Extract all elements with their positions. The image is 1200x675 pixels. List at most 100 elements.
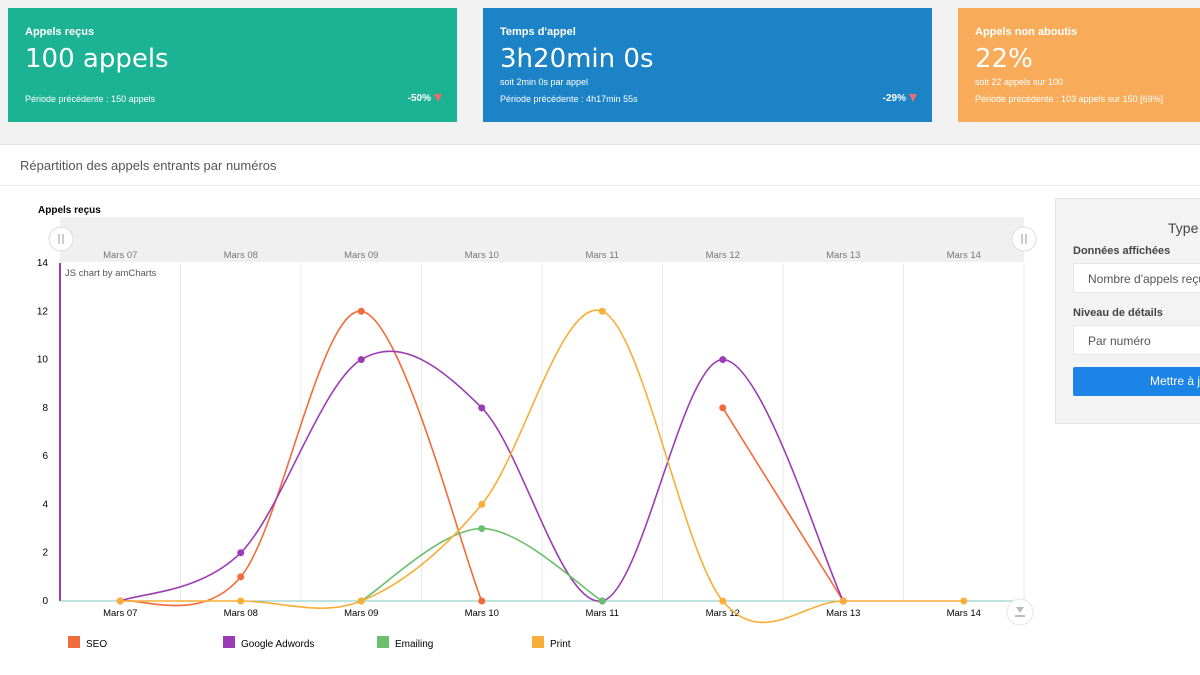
x-tick-label: Mars 09	[344, 608, 378, 619]
update-button[interactable]: Mettre à jour	[1073, 367, 1200, 396]
x-tick-label: Mars 08	[224, 608, 258, 619]
kpi-value: 22%	[975, 44, 1033, 74]
kpi-value: 3h20min 0s	[500, 44, 654, 74]
legend-swatch	[68, 636, 80, 648]
y-tick-label: 10	[37, 355, 49, 366]
scroll-handle-icon	[1021, 234, 1027, 244]
x-tick-label: Mars 10	[465, 608, 499, 619]
legend-item[interactable]: Print	[532, 636, 571, 650]
series-seo	[116, 307, 847, 607]
legend-item[interactable]: Emailing	[377, 636, 433, 650]
data-point[interactable]	[960, 597, 968, 605]
data-point[interactable]	[478, 525, 486, 533]
data-point[interactable]	[478, 500, 486, 508]
y-axis: 0 2 4 6 8 10 12 14	[37, 258, 49, 607]
y-tick-label: 8	[42, 403, 48, 414]
chart-series	[60, 307, 1024, 624]
legend-swatch	[223, 636, 235, 648]
data-point[interactable]	[116, 597, 124, 605]
data-point[interactable]	[237, 549, 245, 557]
data-point[interactable]	[719, 404, 727, 412]
scrollbar-category-label: Mars 13	[826, 250, 860, 261]
legend-label: Print	[550, 639, 571, 650]
scrollbar-category-label: Mars 07	[103, 250, 137, 261]
x-tick-label: Mars 13	[826, 608, 860, 619]
data-point[interactable]	[357, 356, 365, 364]
kpi-trend-value: -50%	[407, 93, 431, 104]
scroll-handle-right[interactable]	[1011, 226, 1037, 252]
series-print	[116, 307, 968, 624]
data-point[interactable]	[478, 404, 486, 412]
kpi-title: Appels reçus	[25, 26, 95, 38]
legend-item[interactable]: SEO	[68, 636, 107, 650]
kpi-previous: Période précédente : 103 appels sur 150 …	[975, 94, 1164, 104]
series-line	[120, 310, 483, 607]
scrollbar-category-label: Mars 10	[465, 250, 499, 261]
scrollbar-category-labels: Mars 07 Mars 08 Mars 09 Mars 10 Mars 11 Mars …	[103, 250, 981, 261]
x-tick-label: Mars 07	[103, 608, 137, 619]
series-emailing	[357, 525, 606, 605]
y-tick-label: 14	[37, 258, 49, 269]
x-tick-label: Mars 14	[947, 608, 981, 619]
data-select[interactable]: Nombre d'appels reçus	[1073, 263, 1200, 293]
trend-down-icon	[909, 94, 917, 102]
y-tick-label: 0	[42, 596, 48, 607]
chart-credit: JS chart by amCharts	[65, 268, 157, 279]
data-point[interactable]	[719, 356, 727, 364]
trend-down-icon	[434, 94, 442, 102]
series-line	[120, 309, 964, 624]
scroll-handle-left[interactable]	[48, 226, 74, 252]
kpi-trend: -29%	[883, 93, 917, 104]
kpi-sub: soit 22 appels sur 100	[975, 77, 1064, 87]
data-point[interactable]	[598, 597, 606, 605]
kpi-previous: Période précédente : 4h17min 55s	[500, 94, 638, 104]
kpi-value: 100 appels	[25, 44, 169, 74]
chart-legend: SEO Google Adwords Emailing Print	[68, 636, 571, 650]
data-point[interactable]	[839, 597, 847, 605]
kpi-card-received: Appels reçus 100 appels Période précéden…	[8, 8, 457, 122]
y-tick-label: 6	[42, 451, 48, 462]
kpi-previous: Période précédente : 150 appels	[25, 94, 156, 104]
scrollbar-category-label: Mars 08	[224, 250, 258, 261]
scroll-handle-icon	[58, 234, 64, 244]
legend-label: Google Adwords	[241, 639, 314, 650]
series-google-adwords	[116, 350, 847, 605]
chart-grid	[60, 263, 1025, 602]
x-tick-label: Mars 11	[585, 608, 619, 619]
detail-label: Niveau de détails	[1073, 307, 1163, 319]
series-line	[360, 527, 603, 602]
scrollbar-category-label: Mars 11	[585, 250, 619, 261]
data-point[interactable]	[357, 597, 365, 605]
legend-swatch	[377, 636, 389, 648]
data-label: Données affichées	[1073, 245, 1171, 257]
data-point[interactable]	[237, 597, 245, 605]
data-point[interactable]	[237, 573, 245, 581]
settings-panel: Type Données affichées Nombre d'appels r…	[1055, 198, 1200, 424]
kpi-card-missed: Appels non aboutis 22% soit 22 appels su…	[958, 8, 1200, 122]
x-axis: Mars 07 Mars 08 Mars 09 Mars 10 Mars 11 Mars …	[103, 608, 981, 619]
data-point[interactable]	[719, 597, 727, 605]
series-line	[722, 407, 844, 602]
scrollbar-track[interactable]	[60, 217, 1024, 262]
data-point[interactable]	[598, 307, 606, 315]
data-point[interactable]	[357, 307, 365, 315]
kpi-title: Appels non aboutis	[975, 26, 1078, 38]
panel-title: Répartition des appels entrants par numé…	[20, 158, 277, 173]
data-point[interactable]	[478, 597, 486, 605]
scrollbar-category-label: Mars 12	[706, 250, 740, 261]
kpi-sub: soit 2min 0s par appel	[500, 77, 589, 87]
legend-item[interactable]: Google Adwords	[223, 636, 314, 650]
y-tick-label: 4	[42, 499, 48, 510]
detail-select[interactable]: Par numéro	[1073, 325, 1200, 355]
x-tick-label: Mars 12	[706, 608, 740, 619]
kpi-title: Temps d'appel	[500, 26, 576, 38]
kpi-card-duration: Temps d'appel 3h20min 0s soit 2min 0s pa…	[483, 8, 932, 122]
legend-label: SEO	[86, 639, 107, 650]
kpi-trend-value: -29%	[882, 93, 906, 104]
download-button[interactable]	[1006, 598, 1034, 626]
chart-title: Appels reçus	[38, 205, 101, 216]
scrollbar-category-label: Mars 09	[344, 250, 378, 261]
divider	[0, 185, 1200, 186]
legend-label: Emailing	[395, 639, 433, 650]
